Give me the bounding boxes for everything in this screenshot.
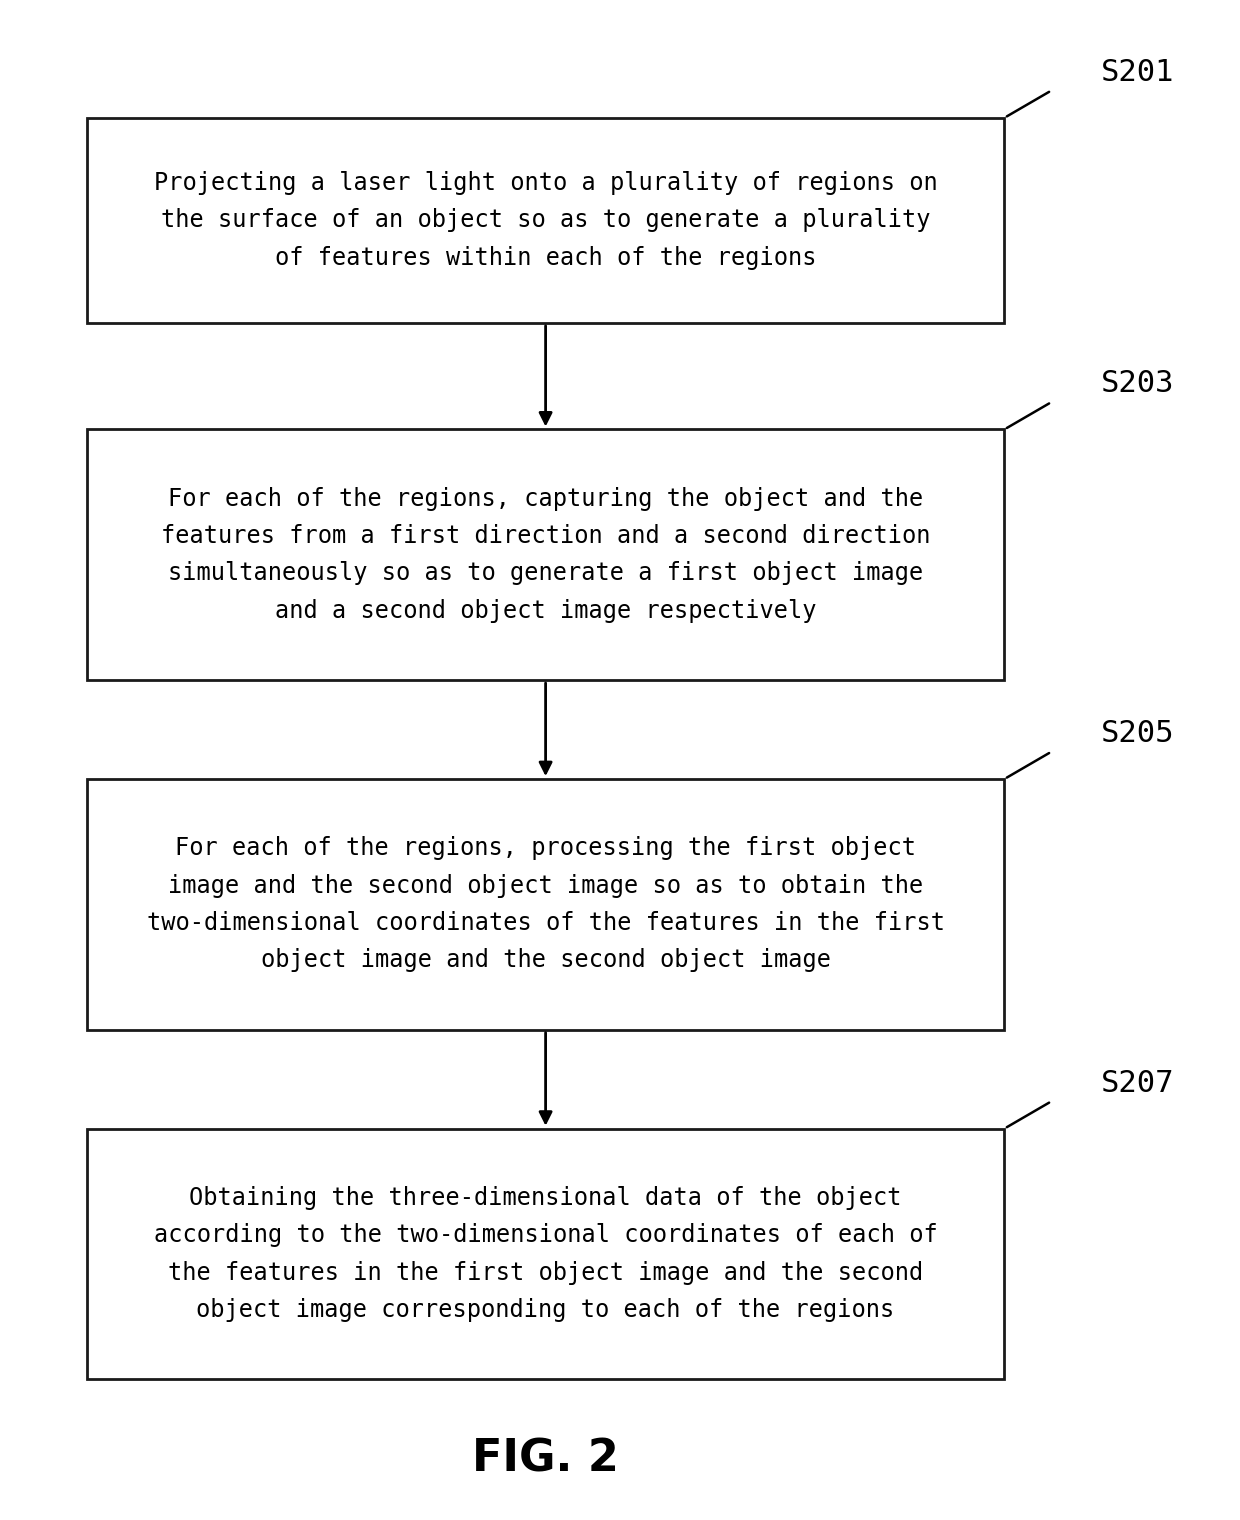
Text: S205: S205 [1101, 719, 1174, 748]
Text: S207: S207 [1101, 1069, 1174, 1097]
Bar [87, 1128, 1004, 1380]
Text: Projecting a laser light onto a plurality of regions on
the surface of an object: Projecting a laser light onto a pluralit… [154, 172, 937, 269]
Text: For each of the regions, capturing the object and the
features from a first dire: For each of the regions, capturing the o… [161, 486, 930, 623]
Text: FIG. 2: FIG. 2 [472, 1438, 619, 1480]
Bar [87, 430, 1004, 681]
Text: S201: S201 [1101, 58, 1174, 87]
Bar [87, 778, 1004, 1031]
Text: For each of the regions, processing the first object
image and the second object: For each of the regions, processing the … [146, 836, 945, 973]
Text: S203: S203 [1101, 369, 1174, 398]
Text: Obtaining the three-dimensional data of the object
according to the two-dimensio: Obtaining the three-dimensional data of … [154, 1186, 937, 1322]
Bar [87, 119, 1004, 324]
